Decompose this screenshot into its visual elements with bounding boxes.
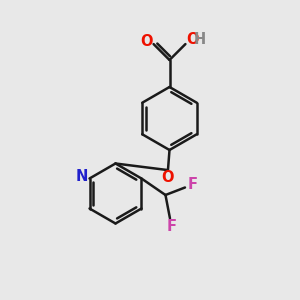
Text: F: F (166, 219, 176, 234)
Text: F: F (188, 177, 197, 192)
Text: N: N (76, 169, 88, 184)
Text: H: H (194, 32, 206, 47)
Text: O: O (186, 32, 198, 47)
Text: O: O (141, 34, 153, 49)
Text: O: O (161, 169, 174, 184)
